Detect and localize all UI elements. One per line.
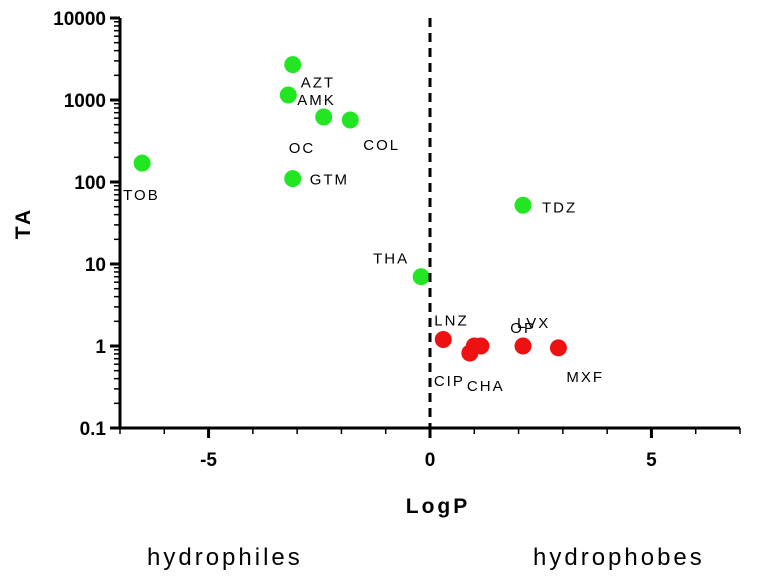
point-label-cip: CIP [434, 373, 465, 390]
point-tha [412, 268, 430, 286]
hydrophobes-label: hydrophobes [533, 544, 705, 571]
point-label-col: COL [363, 137, 400, 154]
point-label-azt: AZT [301, 75, 335, 92]
x-tick-label: 5 [646, 450, 657, 471]
point-label-op: OP [510, 320, 536, 337]
point-lnz [434, 331, 452, 349]
y-tick-label: 0.1 [80, 419, 107, 440]
point-amk [279, 86, 297, 104]
point-label-mxf: MXF [566, 369, 604, 386]
x-tick-label: -5 [200, 450, 217, 471]
point-col [341, 111, 359, 129]
point-azt [284, 56, 302, 74]
y-tick-label: 1 [95, 337, 106, 358]
hydrophiles-label: hydrophiles [147, 544, 303, 571]
y-tick-label: 10 [85, 255, 106, 276]
point-label-gtm: GTM [310, 172, 349, 189]
point-tdz [514, 196, 532, 214]
point-label-tha: THA [373, 251, 409, 268]
axes-layer [118, 18, 740, 430]
point-cha [472, 337, 490, 355]
point-label-oc: OC [289, 140, 316, 157]
point-label-lvx: LVX [517, 315, 550, 332]
point-label-amk: AMK [297, 92, 336, 109]
x-axis-title: LogP [406, 495, 471, 518]
ticks-layer: 0.1 1 10 100 1000 10000 -5 0 5 [53, 9, 741, 471]
y-tick-label: 1000 [64, 91, 106, 112]
point-label-cha: CHA [467, 378, 505, 395]
point-tob [133, 154, 151, 172]
x-tick-label: 0 [425, 450, 436, 471]
point-label-tdz: TDZ [542, 199, 577, 216]
markers-layer [133, 56, 567, 362]
point-oc [315, 108, 333, 126]
y-axis-title: TA [12, 207, 35, 239]
point-gtm [284, 170, 302, 188]
point-label-tob: TOB [123, 187, 160, 204]
y-tick-label: 10000 [53, 9, 106, 30]
point-lvx [514, 337, 532, 355]
y-tick-label: 100 [74, 173, 106, 194]
point-mxf [549, 339, 567, 357]
point-label-lnz: LNZ [434, 313, 468, 330]
